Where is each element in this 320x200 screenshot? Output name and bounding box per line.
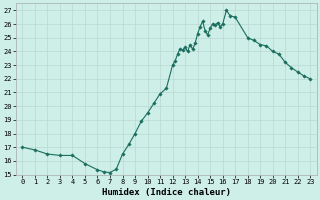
- X-axis label: Humidex (Indice chaleur): Humidex (Indice chaleur): [102, 188, 231, 197]
